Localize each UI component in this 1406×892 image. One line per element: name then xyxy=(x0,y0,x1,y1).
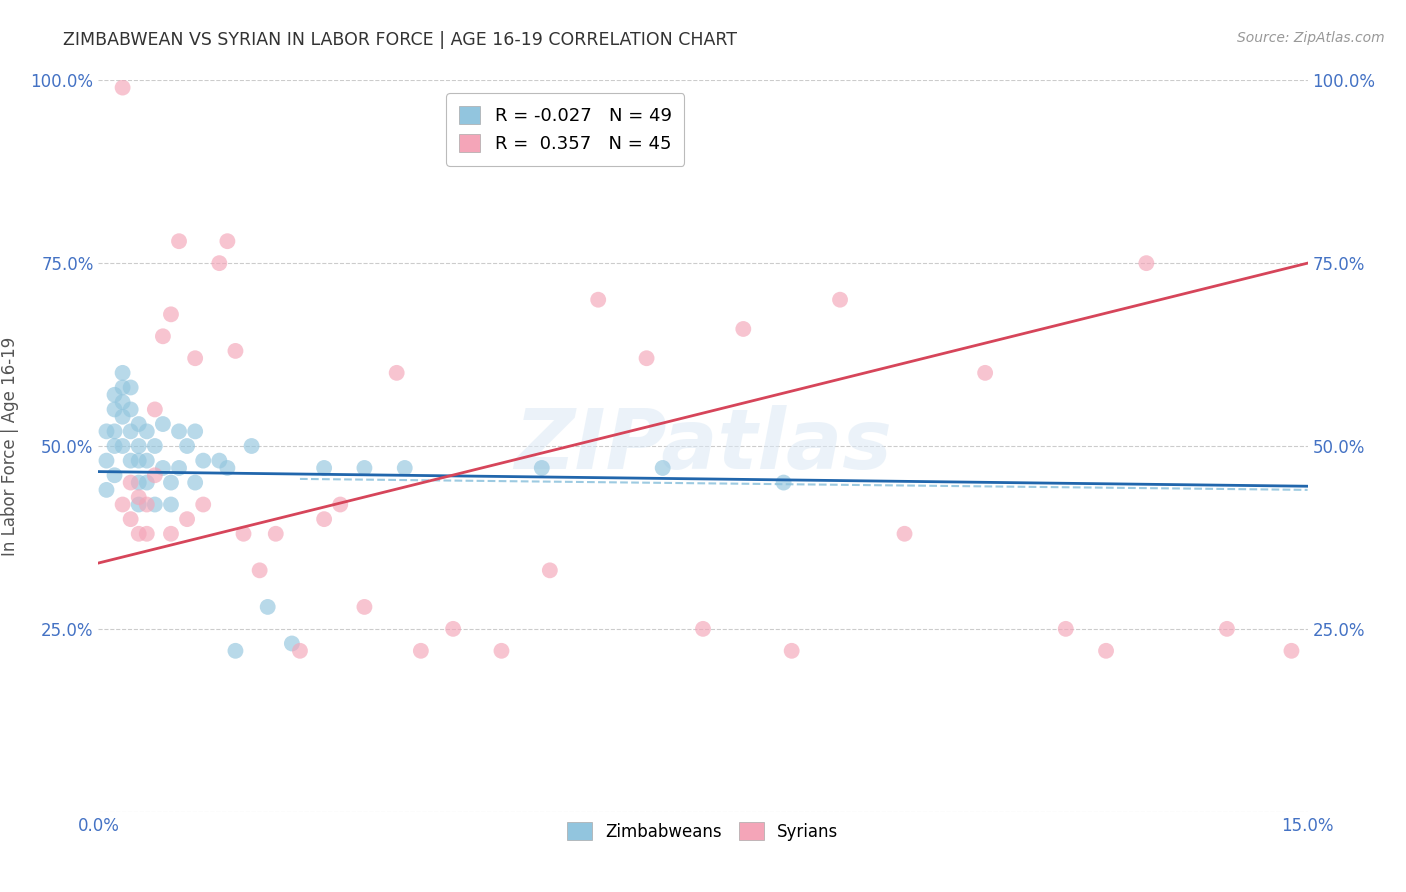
Point xyxy=(152,461,174,475)
Point xyxy=(409,644,432,658)
Point xyxy=(1054,622,1077,636)
Point xyxy=(772,475,794,490)
Point xyxy=(893,526,915,541)
Point xyxy=(394,461,416,475)
Point xyxy=(167,425,190,439)
Point xyxy=(96,483,118,497)
Text: ZIPatlas: ZIPatlas xyxy=(515,406,891,486)
Point xyxy=(143,498,166,512)
Point xyxy=(152,417,174,431)
Point xyxy=(96,425,118,439)
Point xyxy=(249,563,271,577)
Point xyxy=(128,490,150,504)
Point xyxy=(128,526,150,541)
Point xyxy=(828,293,851,307)
Point xyxy=(1281,644,1303,658)
Point xyxy=(111,380,134,394)
Point xyxy=(160,498,183,512)
Legend: Zimbabweans, Syrians: Zimbabweans, Syrians xyxy=(561,816,845,847)
Point xyxy=(96,453,118,467)
Point xyxy=(111,366,134,380)
Point xyxy=(111,439,134,453)
Point xyxy=(733,322,755,336)
Point xyxy=(111,80,134,95)
Y-axis label: In Labor Force | Age 16-19: In Labor Force | Age 16-19 xyxy=(1,336,20,556)
Point xyxy=(530,461,553,475)
Point xyxy=(353,461,375,475)
Point xyxy=(143,402,166,417)
Point xyxy=(692,622,714,636)
Point xyxy=(135,425,157,439)
Point xyxy=(288,644,311,658)
Point xyxy=(143,468,166,483)
Point xyxy=(281,636,304,650)
Point xyxy=(176,439,198,453)
Point xyxy=(103,468,125,483)
Point xyxy=(111,409,134,424)
Point xyxy=(128,417,150,431)
Point xyxy=(240,439,263,453)
Point xyxy=(193,453,215,467)
Point xyxy=(329,498,352,512)
Point xyxy=(208,256,231,270)
Point xyxy=(441,622,464,636)
Point xyxy=(160,307,183,321)
Point xyxy=(264,526,287,541)
Point xyxy=(103,402,125,417)
Point xyxy=(780,644,803,658)
Point xyxy=(111,498,134,512)
Point xyxy=(128,475,150,490)
Point xyxy=(353,599,375,614)
Point xyxy=(103,425,125,439)
Point xyxy=(1095,644,1118,658)
Point xyxy=(128,498,150,512)
Point xyxy=(586,293,609,307)
Point xyxy=(167,234,190,248)
Point xyxy=(152,329,174,343)
Point xyxy=(167,461,190,475)
Point xyxy=(314,512,336,526)
Point xyxy=(103,388,125,402)
Point xyxy=(974,366,997,380)
Point xyxy=(160,526,183,541)
Point xyxy=(217,234,239,248)
Point xyxy=(385,366,408,380)
Point xyxy=(103,439,125,453)
Point xyxy=(111,395,134,409)
Point xyxy=(224,343,246,358)
Point xyxy=(176,512,198,526)
Point xyxy=(128,439,150,453)
Point xyxy=(184,475,207,490)
Point xyxy=(184,351,207,366)
Point xyxy=(143,439,166,453)
Point xyxy=(636,351,658,366)
Point xyxy=(217,461,239,475)
Point xyxy=(128,453,150,467)
Point xyxy=(1135,256,1157,270)
Point xyxy=(120,453,142,467)
Point xyxy=(314,461,336,475)
Text: Source: ZipAtlas.com: Source: ZipAtlas.com xyxy=(1237,31,1385,45)
Point xyxy=(120,475,142,490)
Point xyxy=(160,475,183,490)
Point xyxy=(256,599,278,614)
Point xyxy=(135,526,157,541)
Point xyxy=(651,461,673,475)
Point xyxy=(232,526,254,541)
Point xyxy=(184,425,207,439)
Point xyxy=(135,498,157,512)
Text: ZIMBABWEAN VS SYRIAN IN LABOR FORCE | AGE 16-19 CORRELATION CHART: ZIMBABWEAN VS SYRIAN IN LABOR FORCE | AG… xyxy=(63,31,737,49)
Point xyxy=(135,453,157,467)
Point xyxy=(193,498,215,512)
Point xyxy=(224,644,246,658)
Point xyxy=(120,425,142,439)
Point xyxy=(135,475,157,490)
Point xyxy=(120,402,142,417)
Point xyxy=(120,512,142,526)
Point xyxy=(1216,622,1239,636)
Point xyxy=(120,380,142,394)
Point xyxy=(491,644,513,658)
Point xyxy=(538,563,561,577)
Point xyxy=(208,453,231,467)
